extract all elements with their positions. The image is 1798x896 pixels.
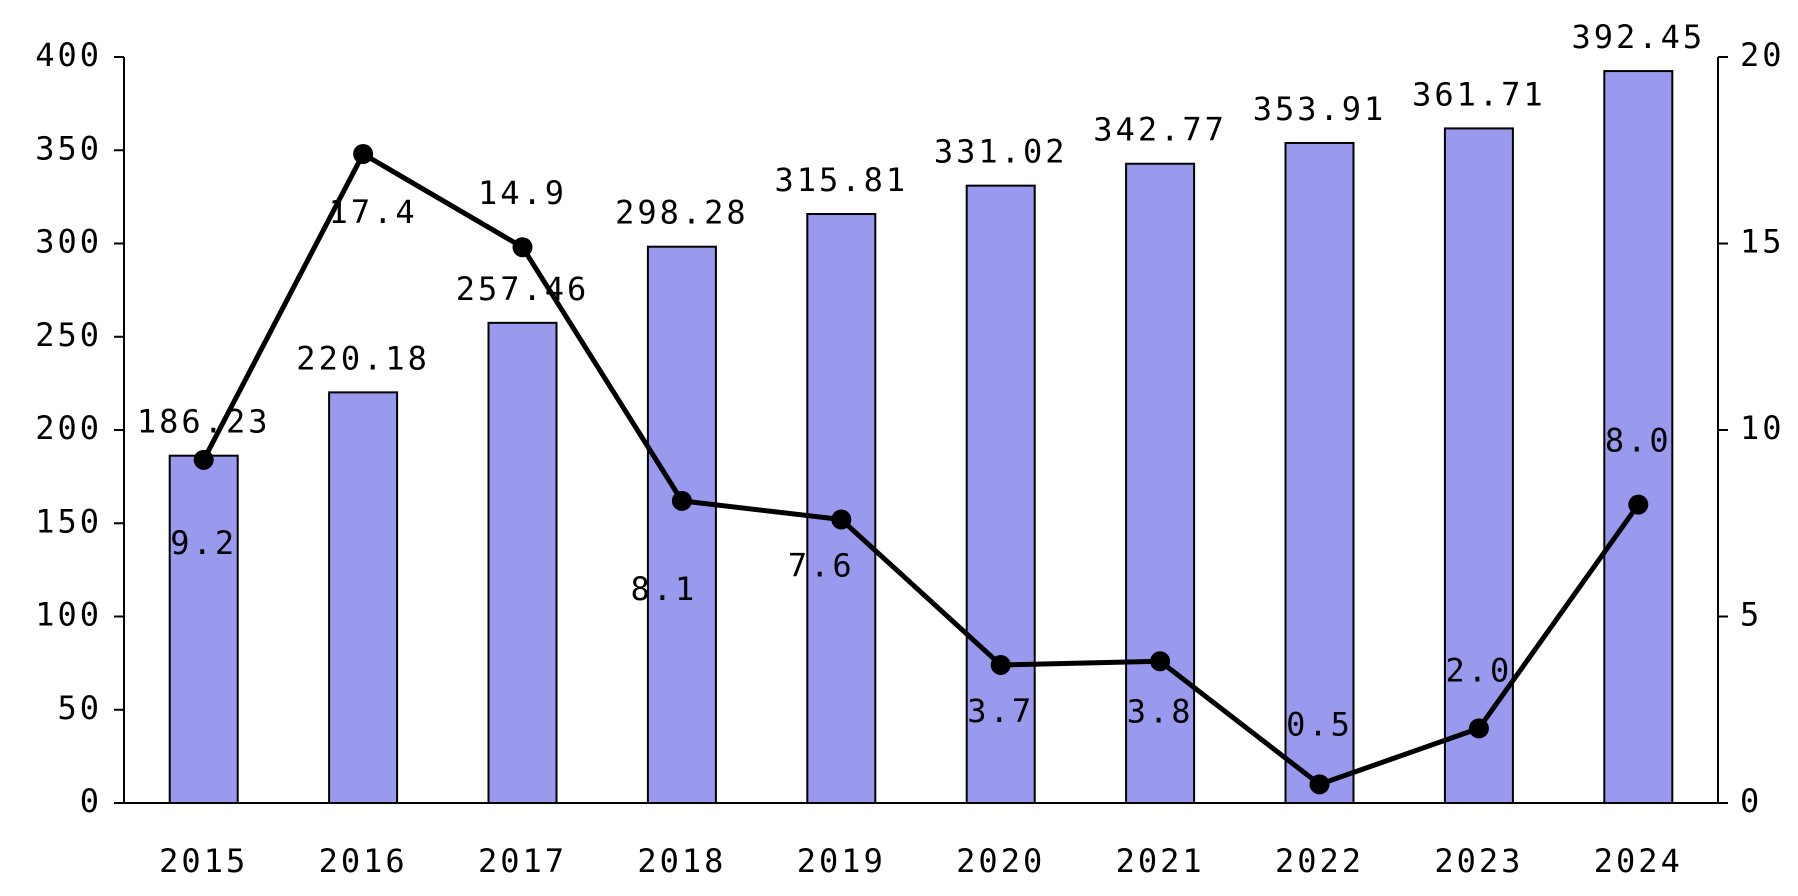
line-value-label: 0.5: [1286, 705, 1353, 743]
x-tick-label: 2018: [637, 842, 726, 880]
bar-value-label: 361.71: [1412, 75, 1546, 113]
bar-value-label: 315.81: [775, 161, 909, 199]
y-tick-label: 200: [35, 409, 102, 447]
bar: [806, 213, 877, 804]
line-point: [353, 143, 374, 164]
line-value-label: 8.0: [1605, 422, 1672, 460]
line-point: [1309, 774, 1330, 795]
x-tick-label: 2015: [159, 842, 248, 880]
line-value-label: 3.8: [1127, 692, 1194, 730]
x-tick-label: 2016: [319, 842, 408, 880]
line-value-label: 2.0: [1446, 651, 1513, 689]
line-point: [831, 509, 852, 530]
bar-value-label: 220.18: [296, 339, 430, 377]
line-point: [671, 490, 692, 511]
bar: [1125, 162, 1196, 804]
y-tick-label: 100: [35, 596, 102, 634]
y2-tick-label: 0: [1740, 782, 1762, 820]
line-value-label: 3.7: [967, 692, 1034, 730]
x-tick-label: 2023: [1434, 842, 1523, 880]
bar: [646, 245, 717, 804]
line-point: [193, 449, 214, 470]
bar-value-label: 353.91: [1253, 90, 1387, 128]
bar: [328, 391, 399, 804]
bar: [1284, 141, 1355, 805]
line-value-label: 17.4: [329, 193, 418, 231]
bar-value-label: 257.46: [456, 270, 590, 308]
line: [201, 150, 1641, 788]
line-point: [990, 654, 1011, 675]
x-tick-label: 2024: [1594, 842, 1683, 880]
bar: [1443, 127, 1514, 805]
y-tick-label: 400: [35, 36, 102, 74]
x-tick-label: 2017: [478, 842, 567, 880]
y2-tick-label: 5: [1740, 596, 1762, 634]
y-tick-label: 350: [35, 129, 102, 167]
x-tick-label: 2020: [956, 842, 1045, 880]
bar: [487, 321, 558, 804]
bar-value-label: 186.23: [137, 403, 271, 441]
x-tick-label: 2021: [1116, 842, 1205, 880]
bar: [168, 454, 239, 804]
y2-tick-label: 20: [1740, 36, 1785, 74]
y2-tick-label: 15: [1740, 223, 1785, 261]
bar-value-label: 331.02: [934, 133, 1068, 171]
bar-value-label: 342.77: [1093, 111, 1227, 149]
y-tick-label: 300: [35, 223, 102, 261]
line-value-label: 9.2: [170, 524, 237, 562]
x-tick-label: 2022: [1275, 842, 1364, 880]
y-tick-label: 150: [35, 502, 102, 540]
line-value-label: 8.1: [631, 570, 698, 608]
bar: [965, 184, 1036, 804]
line-value-label: 7.6: [788, 547, 855, 585]
y-tick-label: 250: [35, 316, 102, 354]
bar-value-label: 298.28: [615, 194, 749, 232]
y-tick-label: 50: [57, 689, 102, 727]
bar-value-label: 392.45: [1572, 18, 1706, 56]
x-tick-label: 2019: [797, 842, 886, 880]
line-point: [1628, 494, 1649, 515]
line-value-label: 14.9: [478, 174, 567, 212]
bar: [1603, 70, 1674, 804]
y2-tick-label: 10: [1740, 409, 1785, 447]
line-point: [512, 237, 533, 258]
line-point: [1150, 651, 1171, 672]
line-point: [1468, 718, 1489, 739]
y-tick-label: 0: [80, 782, 102, 820]
